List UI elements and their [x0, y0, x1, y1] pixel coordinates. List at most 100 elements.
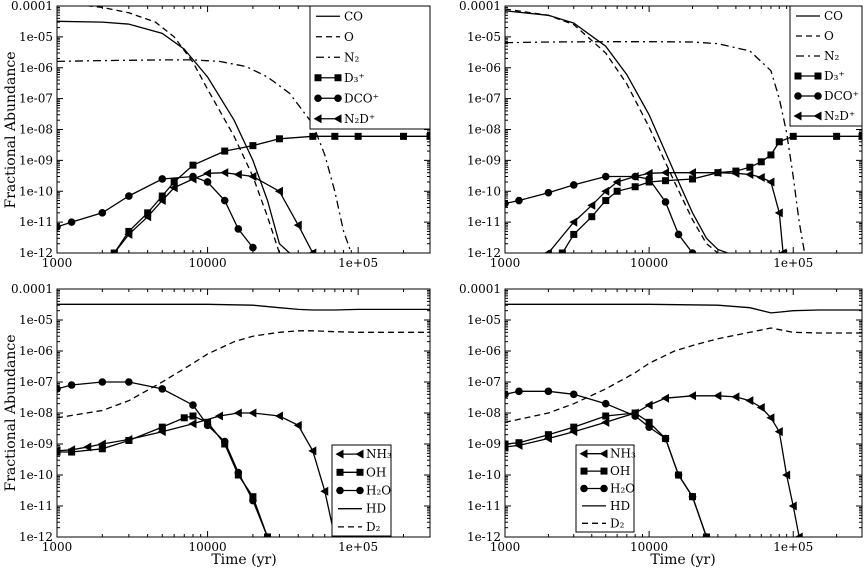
- series-d-marker-3: [602, 197, 610, 205]
- series-ho-marker-7: [220, 437, 229, 446]
- y-axis-label: Fractional Abundance: [3, 52, 19, 209]
- series-nh-line: [57, 412, 344, 537]
- y-tick-label: 1e-09: [19, 153, 53, 167]
- legend-marker-1: [333, 114, 342, 124]
- x-tick-label: 1000: [490, 256, 521, 270]
- series-nd-marker-7: [661, 168, 670, 178]
- series-group: [505, 303, 862, 537]
- series-d-marker-17: [858, 132, 862, 140]
- series-nd-marker-8: [688, 168, 697, 178]
- legend-label: OH: [610, 464, 630, 478]
- x-tick-label: 1e+05: [338, 540, 378, 554]
- legend: NH₃ OH H₂O HD D₂: [331, 444, 392, 537]
- series-o-line: [505, 8, 719, 253]
- series-group: [57, 6, 430, 253]
- series-d-marker-2: [588, 213, 596, 221]
- series-dco-marker-3: [125, 192, 133, 200]
- series-d-marker-2: [144, 209, 152, 217]
- y-tick-label: 1e-06: [19, 344, 53, 358]
- series-nh-marker-2: [83, 442, 92, 452]
- series-nh-marker-11: [745, 396, 754, 406]
- legend-marker-1: [599, 449, 608, 459]
- legend-marker-0: [580, 467, 588, 475]
- legend-marker-0: [579, 449, 588, 459]
- series-nh-marker-12: [308, 446, 317, 456]
- legend-label: CO: [824, 9, 843, 23]
- series-group: [505, 8, 862, 253]
- legend-marker-0: [794, 92, 802, 100]
- series-n-line: [57, 59, 352, 253]
- series-ho-marker-0: [505, 390, 509, 399]
- y-tick-label: 0.0001: [11, 282, 53, 296]
- series-nd-marker-14: [774, 208, 783, 218]
- series-ho-line: [57, 381, 269, 537]
- legend-label: O: [824, 29, 834, 43]
- series-nd-marker-10: [274, 186, 283, 196]
- y-tick-label: 1e-08: [19, 406, 53, 420]
- panel-bottom-right: 1e-12 1e-11 1e-10 1e-09 1e-08 1e-07 1e-06 1e-05…: [459, 282, 863, 568]
- series-d-marker-7: [662, 177, 670, 185]
- series-nd-marker-4: [612, 177, 621, 187]
- x-tick-label: 1e+05: [773, 540, 813, 554]
- series-oh-marker-6: [645, 418, 653, 426]
- series-ho-marker-2: [98, 378, 107, 386]
- series-group: [57, 303, 430, 537]
- series-nd-marker-1: [569, 217, 578, 227]
- legend-marker-1: [356, 486, 364, 495]
- series-dco-line: [505, 175, 694, 253]
- x-tick-label: 1000: [42, 256, 73, 270]
- series-d-marker-9: [309, 132, 317, 140]
- series-nd-marker-11: [745, 169, 754, 179]
- legend-marker-1: [814, 72, 822, 80]
- legend-label: N₂D⁺: [344, 112, 375, 126]
- legend-label: NH₃: [366, 447, 392, 461]
- series-ho-marker-3: [569, 390, 578, 399]
- series-ho-marker-10: [263, 533, 272, 537]
- series-oh-marker-0: [57, 448, 61, 456]
- series-d-marker-6: [221, 147, 229, 155]
- legend: CO O N₂ D₃⁺ DCO⁺ N₂D⁺: [309, 5, 431, 130]
- legend-label: DCO⁺: [344, 91, 379, 105]
- y-axis-label: Fractional Abundance: [3, 335, 19, 492]
- series-dco-marker-9: [249, 243, 257, 252]
- legend-marker-1: [356, 468, 364, 476]
- series-nh-marker-10: [731, 392, 740, 402]
- series-nd-marker-3: [157, 196, 166, 206]
- series-nd-marker-3: [601, 186, 610, 196]
- legend-label: D₃⁺: [344, 71, 365, 85]
- series-d-marker-8: [275, 135, 283, 143]
- series-d-line: [505, 327, 862, 423]
- series-dco-marker-9: [688, 249, 697, 253]
- series-nh-marker-9: [248, 408, 257, 418]
- series-co-line: [57, 20, 290, 253]
- series-dco-marker-7: [661, 198, 670, 206]
- series-nh-marker-13: [320, 486, 329, 496]
- legend-label: OH: [366, 465, 386, 479]
- series-dco-marker-8: [674, 230, 683, 239]
- legend-label: CO: [344, 9, 363, 23]
- series-d-line: [57, 330, 430, 419]
- series-nd-marker-6: [644, 168, 653, 178]
- series-oh-marker-1: [68, 448, 76, 456]
- series-dco-marker-6: [203, 178, 212, 186]
- y-tick-label: 1e-12: [19, 246, 53, 260]
- legend-marker-0: [580, 484, 588, 493]
- legend-label: HD: [366, 502, 386, 516]
- series-dco-marker-6: [645, 175, 653, 183]
- y-tick-label: 1e-08: [467, 123, 501, 137]
- series-nd-marker-9: [713, 168, 722, 178]
- series-nd-marker-5: [188, 174, 197, 184]
- y-tick-label: 1e-10: [467, 468, 501, 482]
- y-tick-label: 1e-07: [19, 92, 53, 106]
- series-d-marker-0: [558, 249, 566, 253]
- legend-label: D₃⁺: [824, 69, 845, 83]
- series-oh-marker-2: [544, 431, 552, 439]
- series-ho-marker-0: [57, 385, 61, 393]
- y-tick-label: 1e-06: [467, 344, 501, 358]
- series-d-marker-4: [613, 187, 621, 195]
- panel-top-left: 1e-12 1e-11 1e-10 1e-09 1e-08 1e-07 1e-06 1e-05…: [3, 0, 431, 270]
- x-tick-label: 1e+05: [338, 256, 378, 270]
- series-nd-marker-15: [778, 248, 787, 253]
- y-tick-label: 1e-11: [467, 215, 501, 229]
- y-tick-label: 1e-05: [467, 30, 501, 44]
